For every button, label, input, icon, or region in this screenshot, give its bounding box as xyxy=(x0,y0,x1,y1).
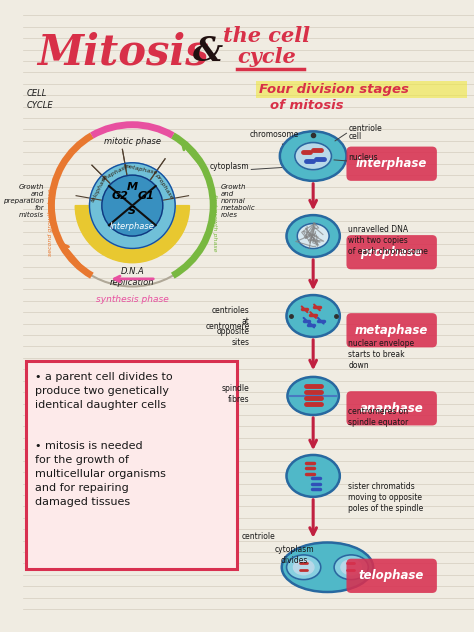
Text: centrioles
at
opposite
sites: centrioles at opposite sites xyxy=(211,307,249,347)
Text: centromeres on
spindle equator: centromeres on spindle equator xyxy=(348,408,409,427)
Ellipse shape xyxy=(286,215,340,257)
Text: anaphase: anaphase xyxy=(359,402,423,415)
Text: &: & xyxy=(192,35,222,68)
FancyBboxPatch shape xyxy=(256,81,467,98)
Text: centriole: centriole xyxy=(348,125,382,133)
Text: cell: cell xyxy=(348,132,362,141)
Text: Four division stages: Four division stages xyxy=(259,83,409,96)
Ellipse shape xyxy=(341,560,362,574)
Ellipse shape xyxy=(287,377,339,415)
Text: mitotic phase: mitotic phase xyxy=(104,137,161,145)
Text: • mitosis is needed
for the growth of
multicellular organisms
and for repairing
: • mitosis is needed for the growth of mu… xyxy=(35,441,166,507)
Text: interphase: interphase xyxy=(356,157,427,170)
Text: Interphase: Interphase xyxy=(110,222,155,231)
Text: G2: G2 xyxy=(111,191,128,201)
FancyBboxPatch shape xyxy=(346,147,437,181)
Text: S: S xyxy=(128,206,137,216)
Text: nuclear envelope
starts to break
down: nuclear envelope starts to break down xyxy=(348,339,414,370)
FancyBboxPatch shape xyxy=(346,235,437,269)
Text: centriole: centriole xyxy=(241,532,275,541)
Circle shape xyxy=(102,175,163,236)
FancyBboxPatch shape xyxy=(346,391,437,425)
Wedge shape xyxy=(75,205,190,263)
Text: Mitosis: Mitosis xyxy=(37,32,209,74)
Ellipse shape xyxy=(295,142,331,170)
Ellipse shape xyxy=(293,560,314,574)
FancyBboxPatch shape xyxy=(26,361,237,569)
Text: sister chromatids
moving to opposite
poles of the spindle: sister chromatids moving to opposite pol… xyxy=(348,482,424,513)
Text: • a parent cell divides to
produce two genetically
identical daughter cells: • a parent cell divides to produce two g… xyxy=(35,372,173,410)
Text: chromosome: chromosome xyxy=(249,130,299,145)
Text: centromere: centromere xyxy=(205,322,249,331)
Text: cycle: cycle xyxy=(237,47,296,67)
Text: spindle
fibres: spindle fibres xyxy=(222,384,249,404)
Text: unravelled DNA
with two copies
of each chromosome: unravelled DNA with two copies of each c… xyxy=(348,224,428,256)
Text: metaphase: metaphase xyxy=(123,163,158,176)
Text: prophase: prophase xyxy=(360,246,422,258)
Text: Growth
and
preparation
for
mitosis: Growth and preparation for mitosis xyxy=(3,184,44,218)
Text: nucleus: nucleus xyxy=(348,153,378,162)
Text: the cell: the cell xyxy=(223,26,310,46)
Text: D.N.A
replication: D.N.A replication xyxy=(110,267,155,287)
Ellipse shape xyxy=(334,555,368,580)
Ellipse shape xyxy=(286,455,340,497)
FancyBboxPatch shape xyxy=(346,313,437,348)
Text: M: M xyxy=(127,181,138,191)
Ellipse shape xyxy=(297,224,329,248)
Text: telophase: telophase xyxy=(90,174,109,204)
Ellipse shape xyxy=(282,542,373,592)
Text: CELL
CYCLE: CELL CYCLE xyxy=(27,90,53,109)
Text: telophase: telophase xyxy=(358,569,424,582)
Text: Growth
and
normal
metabolic
roles: Growth and normal metabolic roles xyxy=(221,184,255,218)
Text: prophase: prophase xyxy=(154,172,173,200)
Ellipse shape xyxy=(280,131,346,181)
Text: second growth phase: second growth phase xyxy=(48,189,53,257)
Text: metaphase: metaphase xyxy=(355,324,428,337)
Circle shape xyxy=(90,163,175,248)
Text: G1: G1 xyxy=(137,191,154,201)
Ellipse shape xyxy=(286,295,340,337)
Text: of mitosis: of mitosis xyxy=(270,99,344,111)
Text: cytoplasm
divides: cytoplasm divides xyxy=(274,545,314,565)
Ellipse shape xyxy=(287,555,321,580)
Text: synthesis phase: synthesis phase xyxy=(96,295,169,305)
Text: first growth phase: first growth phase xyxy=(212,194,217,252)
Text: anaphase: anaphase xyxy=(100,163,130,182)
Text: cytoplasm: cytoplasm xyxy=(210,162,249,171)
FancyBboxPatch shape xyxy=(346,559,437,593)
